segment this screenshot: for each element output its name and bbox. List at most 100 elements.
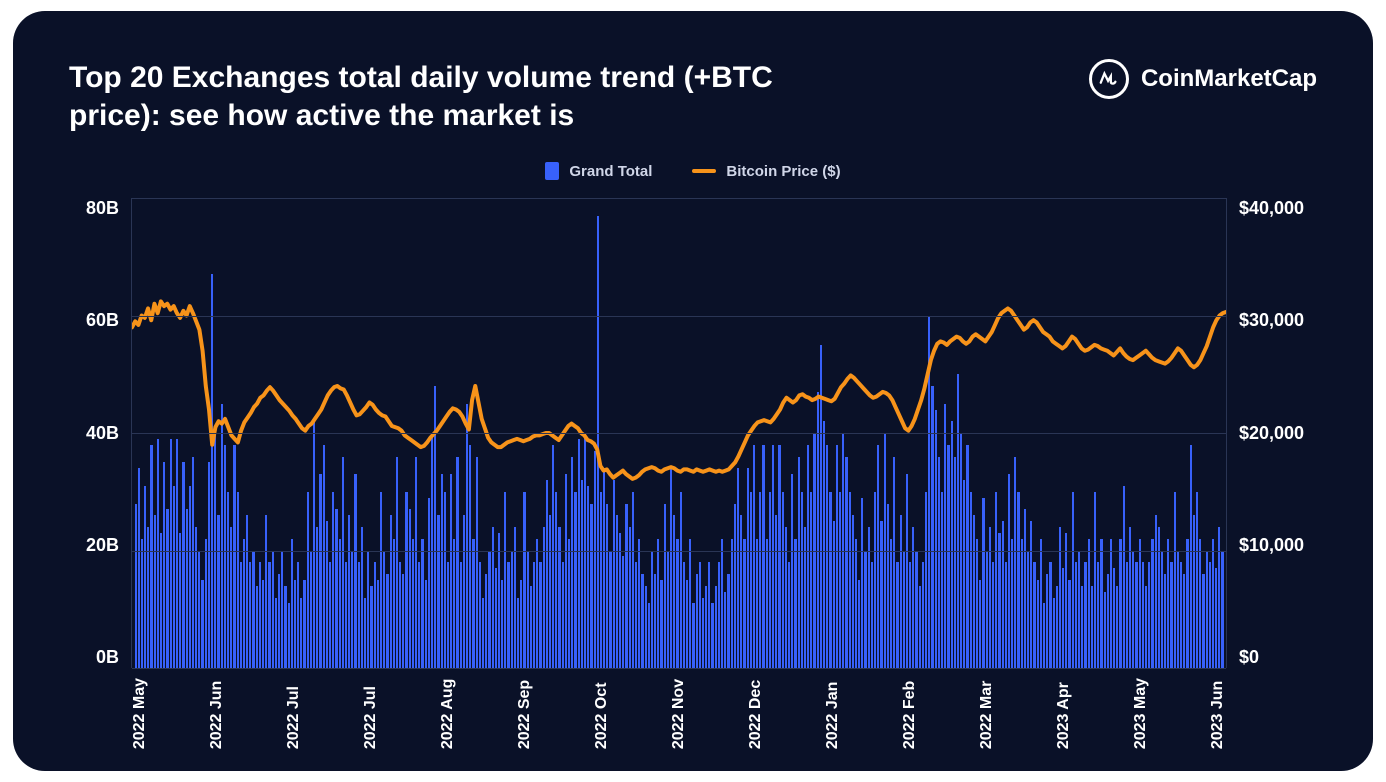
volume-bar	[498, 533, 500, 668]
volume-bar	[772, 445, 774, 668]
volume-bar	[571, 457, 573, 669]
volume-bar	[418, 562, 420, 668]
x-tick: 2022 Oct	[593, 678, 611, 749]
volume-bar	[600, 492, 602, 668]
chart-title: Top 20 Exchanges total daily volume tren…	[69, 59, 819, 134]
volume-bar	[1218, 527, 1220, 668]
volume-bar	[1100, 539, 1102, 668]
volume-bar	[1206, 551, 1208, 669]
volume-bar	[890, 539, 892, 668]
volume-bar	[581, 480, 583, 668]
volume-bar	[453, 539, 455, 668]
volume-bar	[501, 580, 503, 668]
volume-bar	[1148, 562, 1150, 668]
volume-bar	[523, 492, 525, 668]
volume-bar	[141, 539, 143, 668]
volume-bar	[201, 580, 203, 668]
x-tick: 2022 Jul	[362, 678, 380, 749]
volume-bar	[1008, 474, 1010, 668]
volume-bar	[511, 551, 513, 669]
volume-bar	[558, 527, 560, 668]
volume-bar	[1196, 492, 1198, 668]
volume-bar	[986, 551, 988, 669]
volume-bar	[966, 445, 968, 668]
volume-bar	[785, 527, 787, 668]
volume-bar	[323, 445, 325, 668]
volume-bar	[367, 551, 369, 669]
volume-bar	[1170, 562, 1172, 668]
volume-bar	[249, 562, 251, 668]
brand-logo: CoinMarketCap	[1089, 59, 1317, 99]
volume-bar	[1193, 515, 1195, 668]
volume-bar	[826, 445, 828, 668]
volume-bar	[485, 574, 487, 668]
volume-bar	[450, 474, 452, 668]
volume-bar	[915, 551, 917, 669]
grid-line	[132, 551, 1226, 552]
volume-bar	[176, 439, 178, 668]
volume-bar	[240, 562, 242, 668]
volume-bar	[316, 527, 318, 668]
volume-bar	[1068, 580, 1070, 668]
y-right-tick: $0	[1239, 647, 1317, 668]
volume-bar	[380, 492, 382, 668]
volume-bar	[361, 527, 363, 668]
volume-bar	[686, 580, 688, 668]
volume-bar	[922, 562, 924, 668]
volume-bar	[718, 562, 720, 668]
volume-bar	[1033, 562, 1035, 668]
x-tick: 2022 Jul	[285, 678, 303, 749]
y-right-tick: $40,000	[1239, 198, 1317, 219]
volume-bar	[877, 445, 879, 668]
volume-bar	[715, 586, 717, 668]
volume-bar	[1059, 527, 1061, 668]
volume-bar	[482, 598, 484, 669]
volume-bar	[447, 562, 449, 668]
volume-bar	[845, 457, 847, 669]
legend-item-line: Bitcoin Price ($)	[692, 162, 840, 180]
volume-bar	[829, 492, 831, 668]
x-tick: 2022 May	[131, 678, 149, 749]
volume-bar	[329, 562, 331, 668]
volume-bar	[297, 562, 299, 668]
volume-bar	[638, 539, 640, 668]
x-tick: 2023 Jun	[1209, 678, 1227, 749]
volume-bar	[737, 468, 739, 668]
volume-bar	[1123, 486, 1125, 668]
volume-bar	[724, 592, 726, 668]
volume-bar	[425, 580, 427, 668]
volume-bar	[823, 421, 825, 668]
volume-bar	[358, 562, 360, 668]
volume-bar	[530, 586, 532, 668]
volume-bar	[839, 492, 841, 668]
volume-bar	[504, 492, 506, 668]
volume-bar	[1078, 551, 1080, 669]
volume-bar	[170, 439, 172, 668]
volume-bar	[1088, 539, 1090, 668]
volume-bar	[1056, 586, 1058, 668]
volume-bar	[852, 515, 854, 668]
volume-bar	[874, 492, 876, 668]
volume-bar	[616, 515, 618, 668]
volume-bar	[762, 445, 764, 668]
volume-bar	[587, 486, 589, 668]
volume-bar	[849, 492, 851, 668]
volume-bar	[1209, 562, 1211, 668]
volume-bar	[1084, 562, 1086, 668]
volume-bar	[469, 445, 471, 668]
volume-bar	[747, 468, 749, 668]
grid-line	[132, 433, 1226, 434]
volume-bar	[989, 527, 991, 668]
volume-bar	[456, 457, 458, 669]
volume-bar	[252, 551, 254, 669]
volume-bar	[310, 551, 312, 669]
volume-bar	[539, 562, 541, 668]
volume-bar	[147, 527, 149, 668]
volume-bar	[138, 468, 140, 668]
x-tick: 2022 Mar	[978, 678, 996, 749]
y-right-tick: $20,000	[1239, 423, 1317, 444]
volume-bar	[1030, 521, 1032, 668]
volume-bar	[224, 445, 226, 668]
volume-bar	[1024, 509, 1026, 668]
volume-bar	[402, 574, 404, 668]
